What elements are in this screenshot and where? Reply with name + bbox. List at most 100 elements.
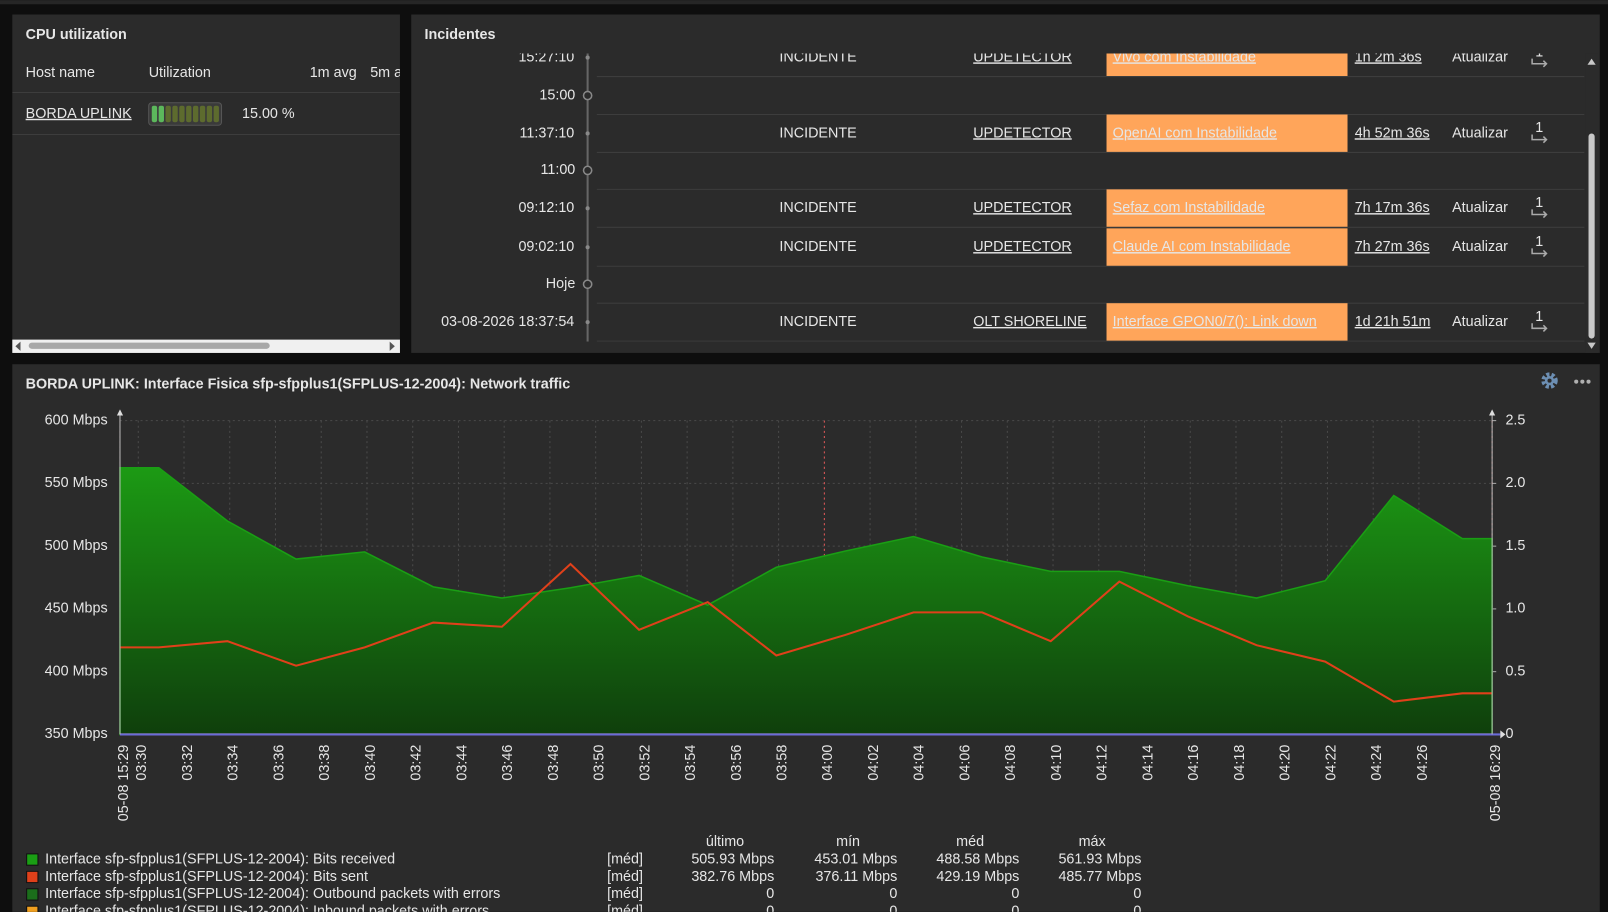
bar-segment xyxy=(213,105,219,123)
legend-stat: 0 xyxy=(766,904,774,912)
event-problem[interactable]: Sefaz com Instabilidade xyxy=(1113,200,1265,216)
x-tick-label: 03:44 xyxy=(454,745,470,781)
widget-title: Incidentes xyxy=(425,27,496,43)
event-problem[interactable]: Interface GPON0/7(): Link down xyxy=(1113,314,1317,330)
x-tick-label: 03:46 xyxy=(500,745,516,781)
gear-hole xyxy=(1547,378,1552,383)
incidents-scrollbar[interactable] xyxy=(1585,53,1598,353)
event-host[interactable]: UPDETECTOR xyxy=(973,49,1072,65)
legend-stat: 429.19 Mbps xyxy=(936,869,1019,885)
event-status: INCIDENTE xyxy=(779,200,856,216)
x-tick-label: 04:20 xyxy=(1278,745,1294,781)
more-icon[interactable] xyxy=(1574,379,1591,384)
event-problem[interactable]: Claude AI com Instabilidade xyxy=(1113,239,1291,255)
legend-name: Interface sfp-sfpplus1(SFPLUS-12-2004): … xyxy=(45,851,395,867)
legend-stat: 0 xyxy=(889,886,897,902)
event-actions[interactable]: 1 xyxy=(1535,234,1543,250)
legend-stat-type: [méd] xyxy=(607,851,643,867)
dot xyxy=(1574,379,1579,384)
event-actions[interactable]: 1 xyxy=(1535,120,1543,136)
event-update[interactable]: Atualizar xyxy=(1452,200,1508,216)
event-time[interactable]: 09:02:10 xyxy=(518,239,574,255)
event-duration[interactable]: 4h 52m 36s xyxy=(1355,125,1430,141)
scroll-arrow[interactable] xyxy=(15,341,21,351)
legend-stat: 376.11 Mbps xyxy=(815,869,897,885)
scroll-thumb[interactable] xyxy=(28,342,270,349)
event-duration[interactable]: 1h 2m 36s xyxy=(1355,49,1422,65)
event-time[interactable]: 03-08-2026 18:37:54 xyxy=(441,314,574,330)
column-header: 5m a xyxy=(370,65,402,81)
bar-segment xyxy=(172,105,178,123)
event-actions[interactable]: 1 xyxy=(1535,309,1543,325)
actions-icon xyxy=(1531,248,1548,258)
event-update[interactable]: Atualizar xyxy=(1452,125,1508,141)
event-actions[interactable]: 1 xyxy=(1535,195,1543,211)
legend-column-header: mín xyxy=(836,834,860,850)
event-actions[interactable]: 1 xyxy=(1535,44,1543,60)
graph-plot: 350 Mbps 400 Mbps 450 Mbps 500 Mbps 550 Mbps… xyxy=(26,409,1525,912)
event-host[interactable]: UPDETECTOR xyxy=(973,239,1072,255)
legend-stat: 561.93 Mbps xyxy=(1058,851,1141,867)
legend-stat: 485.77 Mbps xyxy=(1058,869,1141,885)
utilization-value: 15.00 % xyxy=(242,106,295,122)
event-host[interactable]: OLT SHORELINE xyxy=(973,314,1086,330)
x-tick-label: 04:14 xyxy=(1140,745,1156,781)
x-tick-label: 03:36 xyxy=(271,745,287,781)
scroll-arrow[interactable] xyxy=(389,341,395,351)
actions-icon xyxy=(1531,323,1548,332)
event-time[interactable]: 09:12:10 xyxy=(518,200,574,216)
event-problem[interactable]: Vivo com Instabilidade xyxy=(1113,49,1256,65)
event-time[interactable]: 11:37:10 xyxy=(520,125,575,141)
cpu-scrollbar[interactable] xyxy=(12,339,400,353)
event-update[interactable]: Atualizar xyxy=(1452,49,1508,65)
x-tick-label: 04:00 xyxy=(820,745,836,781)
y2-tick-label: 1.0 xyxy=(1505,601,1525,617)
legend-stat: 0 xyxy=(889,904,897,912)
y2-tick-label: 2.5 xyxy=(1505,412,1525,428)
legend-name: Interface sfp-sfpplus1(SFPLUS-12-2004): … xyxy=(45,886,500,902)
event-update[interactable]: Atualizar xyxy=(1452,314,1508,330)
event-duration[interactable]: 7h 27m 36s xyxy=(1355,239,1430,255)
event-duration[interactable]: 1d 21h 51m xyxy=(1355,314,1431,330)
scroll-thumb[interactable] xyxy=(1588,133,1595,339)
legend-stat-type: [méd] xyxy=(607,904,643,912)
x-tick-label: 04:06 xyxy=(957,745,973,781)
legend-stat: 0 xyxy=(766,886,774,902)
event-host[interactable]: UPDETECTOR xyxy=(973,200,1072,216)
x-tick-label: 04:04 xyxy=(912,745,928,781)
event-dot xyxy=(585,245,590,250)
event-host[interactable]: UPDETECTOR xyxy=(973,125,1072,141)
bar-segment xyxy=(186,105,192,123)
x-tick-label: 03:32 xyxy=(180,745,196,781)
gear-icon[interactable] xyxy=(1541,372,1558,389)
x-tick-label: 04:02 xyxy=(866,745,882,781)
event-dot xyxy=(585,206,590,211)
y-tick-label: 450 Mbps xyxy=(45,601,108,617)
x-tick-label: 03:40 xyxy=(363,745,379,781)
legend-stat: 0 xyxy=(1011,904,1019,912)
widget-title: CPU utilization xyxy=(26,27,127,43)
event-status: INCIDENTE xyxy=(779,314,856,330)
y2-tick-label: 2.0 xyxy=(1505,475,1525,491)
event-time[interactable]: 15:27:10 xyxy=(518,49,574,65)
event-problem[interactable]: OpenAI com Instabilidade xyxy=(1113,125,1277,141)
scroll-arrow[interactable] xyxy=(1587,342,1596,349)
x-tick-label: 04:16 xyxy=(1186,745,1202,781)
scroll-arrow[interactable] xyxy=(1587,58,1596,65)
legend-name: Interface sfp-sfpplus1(SFPLUS-12-2004): … xyxy=(45,869,368,885)
event-status: INCIDENTE xyxy=(779,49,856,65)
event-dot xyxy=(585,55,590,60)
event-update[interactable]: Atualizar xyxy=(1452,239,1508,255)
x-tick-label: 04:12 xyxy=(1095,745,1111,781)
column-header: Utilization xyxy=(149,65,211,81)
gear-teeth xyxy=(1541,372,1558,389)
host-link[interactable]: BORDA UPLINK xyxy=(26,106,132,122)
x-axis-arrow xyxy=(1500,730,1506,739)
bar-segment xyxy=(151,105,158,123)
x-tick-label: 03:52 xyxy=(637,745,653,781)
x-tick-label: 04:18 xyxy=(1232,745,1248,781)
y2-axis-arrow xyxy=(1489,409,1496,416)
actions-icon xyxy=(1531,58,1548,68)
legend-stat: 382.76 Mbps xyxy=(691,869,774,885)
event-duration[interactable]: 7h 17m 36s xyxy=(1355,200,1430,216)
